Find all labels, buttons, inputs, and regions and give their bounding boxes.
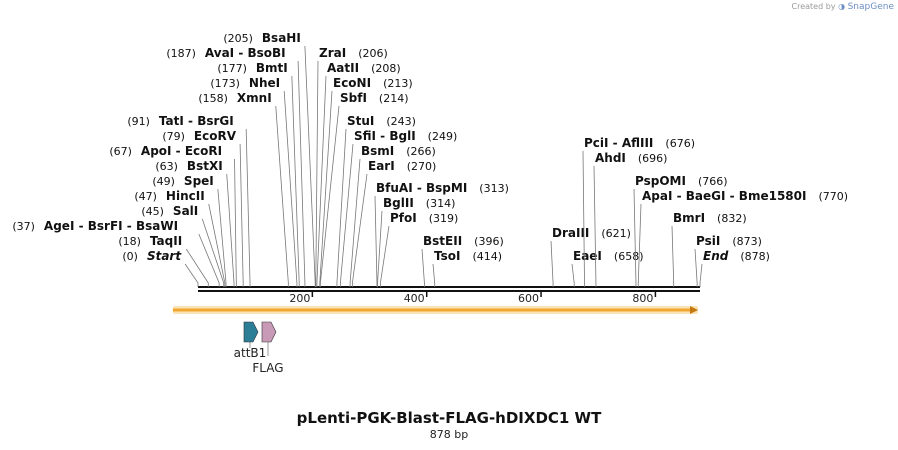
site-bsmi-leader — [349, 158, 361, 287]
site-pfoi-leader — [379, 225, 390, 287]
site-bsahi-label: (205) BsaHI — [223, 31, 301, 45]
site-aatii-leader — [316, 75, 327, 287]
site-pcii-afliii-leader — [582, 150, 585, 287]
site-agei-bsrfi-bsawi-leader — [198, 233, 220, 287]
site-eaei-leader — [571, 263, 575, 287]
site-bmri-label: BmrI (832) — [673, 211, 747, 225]
site-bglii-leader — [377, 210, 383, 287]
site-avai-bsobi-leader — [297, 60, 306, 287]
site-draiii-label: DraIII (621) — [552, 226, 631, 240]
site-psii-leader — [694, 248, 698, 287]
site-apoi-ecori-leader — [234, 158, 237, 287]
site-taqii-label: (18) TaqII — [118, 234, 182, 248]
site-avai-bsobi-label: (187) AvaI - BsoBI — [166, 46, 285, 60]
site-aatii-label: AatII (208) — [327, 61, 401, 75]
site-sbfi-leader — [319, 105, 340, 287]
axis-label-400: 400 — [404, 292, 425, 305]
site-pcii-afliii-label: PciI - AflIII (676) — [584, 136, 695, 150]
axis-label-800: 800 — [632, 292, 653, 305]
site-apoi-ecori-label: (67) ApoI - EcoRI — [109, 144, 222, 158]
site-hincii-leader — [208, 203, 226, 287]
site-hincii-label: (47) HincII — [134, 189, 204, 203]
site-stui-label: StuI (243) — [347, 114, 416, 128]
site-psii-label: PsiI (873) — [696, 234, 762, 248]
site-ahdi-label: AhdI (696) — [595, 151, 667, 165]
site-bmti-label: (177) BmtI — [217, 61, 287, 75]
site-eari-leader — [351, 173, 368, 287]
feature-flag-arrow — [261, 321, 277, 343]
feature-attb1-label: attB1 — [234, 346, 267, 360]
site-pspomi-leader — [633, 188, 637, 287]
feature-flag-label: FLAG — [252, 361, 283, 375]
site-sbfi-label: SbfI (214) — [340, 91, 409, 105]
site-spei-leader — [217, 188, 227, 287]
site-agei-bsrfi-bsawi-label: (37) AgeI - BsrFI - BsaWI — [12, 219, 178, 233]
site-bmri-leader — [671, 225, 675, 287]
site-spei-label: (49) SpeI — [152, 174, 213, 188]
site-bfuai-bspmi-leader — [374, 195, 378, 287]
site-stui-leader — [336, 128, 347, 287]
site-pfoi-label: PfoI (319) — [390, 211, 458, 225]
site-nhei-label: (173) NheI — [210, 76, 280, 90]
credit-prefix: Created by — [791, 2, 836, 11]
site-bsmi-label: BsmI (266) — [361, 144, 436, 158]
feature-attb1-arrow — [243, 321, 259, 343]
site-start-leader — [184, 263, 199, 287]
site-bstxi-leader — [226, 173, 235, 287]
site-start-label: (0) Start — [122, 249, 182, 263]
site-bsahi-leader — [304, 45, 316, 287]
site-tsoi-leader — [432, 263, 436, 287]
site-pspomi-label: PspOMI (766) — [635, 174, 728, 188]
site-econi-leader — [319, 90, 333, 287]
site-econi-label: EcoNI (213) — [333, 76, 413, 90]
site-nhei-leader — [283, 90, 298, 287]
axis-label-200: 200 — [289, 292, 310, 305]
snapgene-logo-icon: ◑ — [838, 2, 846, 11]
site-sfii-bgli-label: SfiI - BglI (249) — [354, 129, 457, 143]
site-bfuai-bspmi-label: BfuAI - BspMI (313) — [376, 181, 509, 195]
site-taqii-leader — [185, 248, 209, 287]
site-ecorv-leader — [239, 143, 244, 287]
site-ahdi-leader — [593, 165, 597, 287]
site-end-label: End (878) — [703, 249, 770, 263]
credit-brand: SnapGene — [847, 2, 894, 12]
site-sali-label: (45) SalI — [141, 204, 198, 218]
site-tati-bsrgi-label: (91) TatI - BsrGI — [127, 114, 233, 128]
site-zrai-label: ZraI (206) — [319, 46, 388, 60]
site-eaei-label: EaeI (658) — [573, 249, 644, 263]
site-sfii-bgli-leader — [339, 143, 354, 287]
site-apai-baegi-bme1580i-leader — [637, 203, 642, 287]
site-sali-leader — [201, 218, 225, 287]
site-bglii-label: BglII (314) — [383, 196, 455, 210]
plasmid-name: pLenti-PGK-Blast-FLAG-hDIXDC1 WT — [296, 409, 602, 427]
site-apai-baegi-bme1580i-label: ApaI - BaeGI - Bme1580I (770) — [642, 189, 848, 203]
site-bstxi-label: (63) BstXI — [155, 159, 222, 173]
site-ecorv-label: (79) EcoRV — [162, 129, 236, 143]
site-xmni-label: (158) XmnI — [198, 91, 271, 105]
site-tsoi-label: TsoI (414) — [434, 249, 502, 263]
plasmid-length: 878 bp — [429, 428, 469, 441]
site-bmti-leader — [291, 75, 300, 287]
orf-arrowhead — [690, 306, 698, 314]
site-end-leader — [699, 263, 703, 287]
axis-label-600: 600 — [518, 292, 539, 305]
site-tati-bsrgi-leader — [245, 128, 251, 287]
site-xmni-leader — [275, 105, 289, 287]
site-eari-label: EarI (270) — [368, 159, 436, 173]
site-zrai-leader — [315, 60, 319, 287]
site-bsteii-label: BstEII (396) — [423, 234, 504, 248]
snapgene-credit: Created by ◑ SnapGene — [792, 2, 895, 12]
site-bsteii-leader — [421, 248, 425, 287]
site-draiii-leader — [550, 240, 554, 287]
